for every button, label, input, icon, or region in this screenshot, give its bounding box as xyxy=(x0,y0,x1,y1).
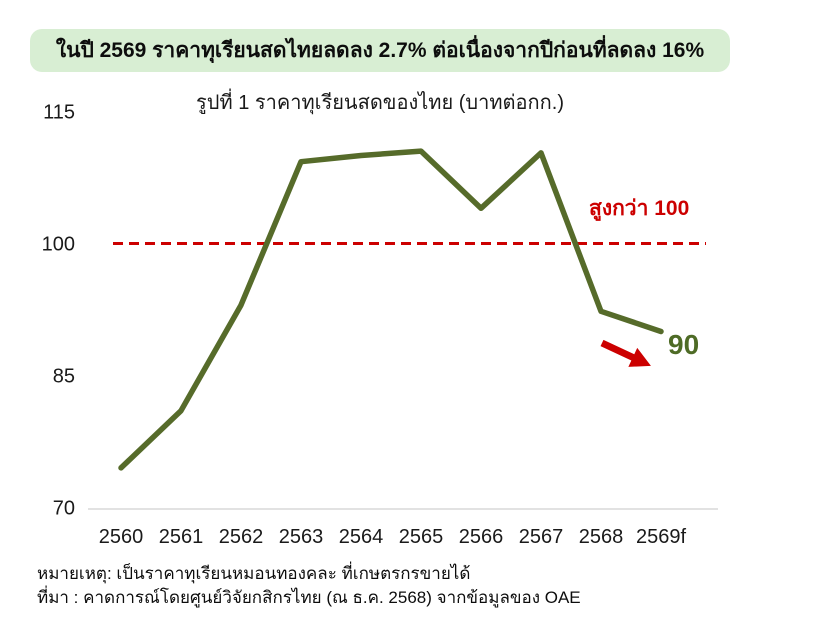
y-tick-label: 85 xyxy=(53,366,75,388)
x-tick-label: 2561 xyxy=(159,526,204,548)
last-value-label: 90 xyxy=(668,329,700,360)
x-tick-label: 2567 xyxy=(519,526,564,548)
y-tick-label: 70 xyxy=(53,498,75,520)
x-tick-label: 2569f xyxy=(636,526,686,548)
decline-arrow-icon xyxy=(600,339,651,367)
x-tick-label: 2565 xyxy=(399,526,444,548)
footnote-note: หมายเหตุ: เป็นราคาทุเรียนหมอนทองคละ ที่เ… xyxy=(37,564,471,583)
x-tick-label: 2564 xyxy=(339,526,384,548)
y-tick-label: 115 xyxy=(43,102,75,124)
chart-title: รูปที่ 1 ราคาทุเรียนสดของไทย (บาทต่อกก.) xyxy=(196,92,564,114)
x-tick-label: 2563 xyxy=(279,526,324,548)
footnote-source: ที่มา : คาดการณ์โดยศูนย์วิจัยกสิกรไทย (ณ… xyxy=(37,588,581,607)
x-tick-label: 2562 xyxy=(219,526,264,548)
price-line xyxy=(118,148,664,471)
x-tick-label: 2566 xyxy=(459,526,504,548)
x-axis-labels: 2560 2561 2562 2563 2564 2565 2566 2567 2568 2569… xyxy=(99,526,687,548)
headline-text: ในปี 2569 ราคาทุเรียนสดไทยลดลง 2.7% ต่อเ… xyxy=(55,39,705,62)
y-tick-label: 100 xyxy=(42,234,75,256)
y-axis-labels: 115 100 85 70 xyxy=(42,102,75,520)
headline-banner: ในปี 2569 ราคาทุเรียนสดไทยลดลง 2.7% ต่อเ… xyxy=(30,29,730,72)
x-tick-label: 2560 xyxy=(99,526,144,548)
x-tick-label: 2568 xyxy=(579,526,624,548)
reference-line-label: สูงกว่า 100 xyxy=(589,197,690,220)
footnotes: หมายเหตุ: เป็นราคาทุเรียนหมอนทองคละ ที่เ… xyxy=(37,562,581,610)
